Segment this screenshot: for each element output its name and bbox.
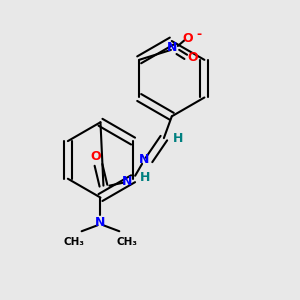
Text: O: O	[182, 32, 193, 44]
Text: H: H	[172, 132, 183, 145]
Text: CH₃: CH₃	[117, 237, 138, 247]
Text: N: N	[95, 216, 106, 229]
Text: CH₃: CH₃	[63, 237, 84, 247]
Text: N: N	[139, 153, 149, 167]
Text: -: -	[196, 28, 201, 40]
Text: H: H	[140, 171, 150, 184]
Text: O: O	[188, 51, 198, 64]
Text: N: N	[167, 41, 177, 55]
Text: N: N	[122, 175, 132, 188]
Text: O: O	[90, 150, 101, 164]
